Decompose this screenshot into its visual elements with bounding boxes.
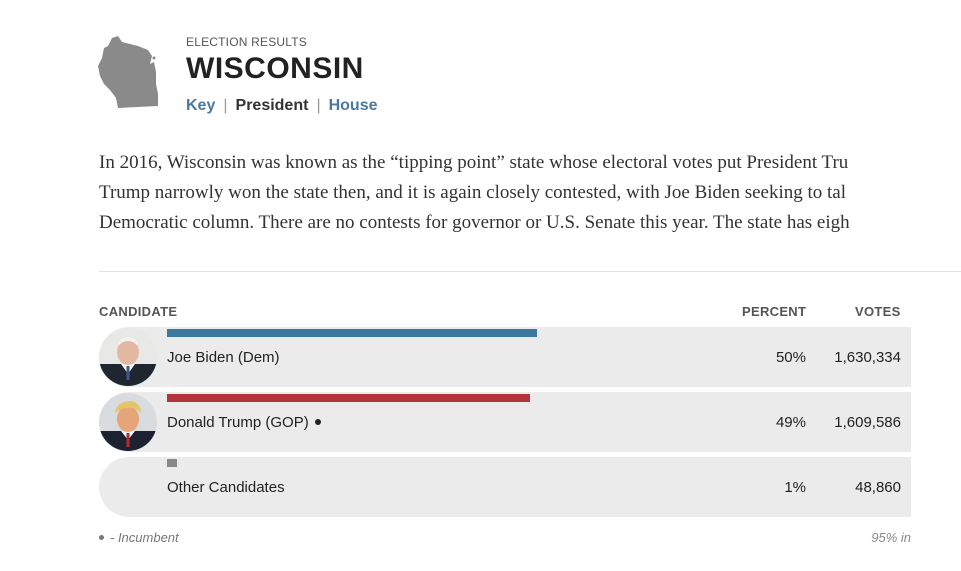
candidate-row: Other Candidates 1% 48,860 <box>99 457 911 517</box>
incumbent-legend: - Incumbent <box>99 530 179 545</box>
nav-link-house[interactable]: House <box>328 97 378 114</box>
candidate-percent: 1% <box>784 479 806 496</box>
nav-separator: | <box>223 97 228 114</box>
vote-share-bar <box>167 394 530 402</box>
candidate-percent: 50% <box>775 349 806 366</box>
candidate-name: Other Candidates <box>167 479 285 496</box>
column-header-percent: PERCENT <box>742 304 807 319</box>
candidate-row: Joe Biden (Dem) 50% 1,630,334 <box>99 327 911 387</box>
section-divider <box>99 271 961 272</box>
candidate-votes: 1,630,334 <box>834 349 901 366</box>
intro-line: Democratic column. There are no contests… <box>99 212 850 233</box>
page-eyebrow: ELECTION RESULTS <box>186 35 308 49</box>
page-title: WISCONSIN <box>186 52 364 85</box>
nav-link-key[interactable]: Key <box>186 97 216 114</box>
incumbent-dot-icon <box>314 419 321 426</box>
candidate-row: Donald Trump (GOP) 49% 1,609,586 <box>99 392 911 452</box>
candidate-votes: 48,860 <box>855 479 901 496</box>
incumbent-legend-label: - Incumbent <box>110 530 179 545</box>
column-header-candidate: CANDIDATE <box>99 304 178 319</box>
candidate-votes: 1,609,586 <box>834 414 901 431</box>
reporting-status: 95% in <box>871 530 911 545</box>
column-header-votes: VOTES <box>855 304 901 319</box>
biden-portrait-avatar <box>99 328 157 386</box>
incumbent-dot-icon <box>99 535 104 540</box>
trump-portrait-avatar <box>99 393 157 451</box>
intro-paragraph: In 2016, Wisconsin was known as the “tip… <box>99 148 961 238</box>
results-nav: Key | President | House <box>186 97 378 115</box>
candidate-percent: 49% <box>775 414 806 431</box>
nav-separator: | <box>316 97 321 114</box>
intro-line: In 2016, Wisconsin was known as the “tip… <box>99 152 849 173</box>
wisconsin-map-icon <box>98 36 158 108</box>
candidate-name: Donald Trump (GOP) <box>167 414 321 431</box>
intro-line: Trump narrowly won the state then, and i… <box>99 182 847 203</box>
vote-share-bar <box>167 329 537 337</box>
candidate-name: Joe Biden (Dem) <box>167 349 280 366</box>
vote-share-bar <box>167 459 177 467</box>
nav-link-president[interactable]: President <box>235 97 309 114</box>
